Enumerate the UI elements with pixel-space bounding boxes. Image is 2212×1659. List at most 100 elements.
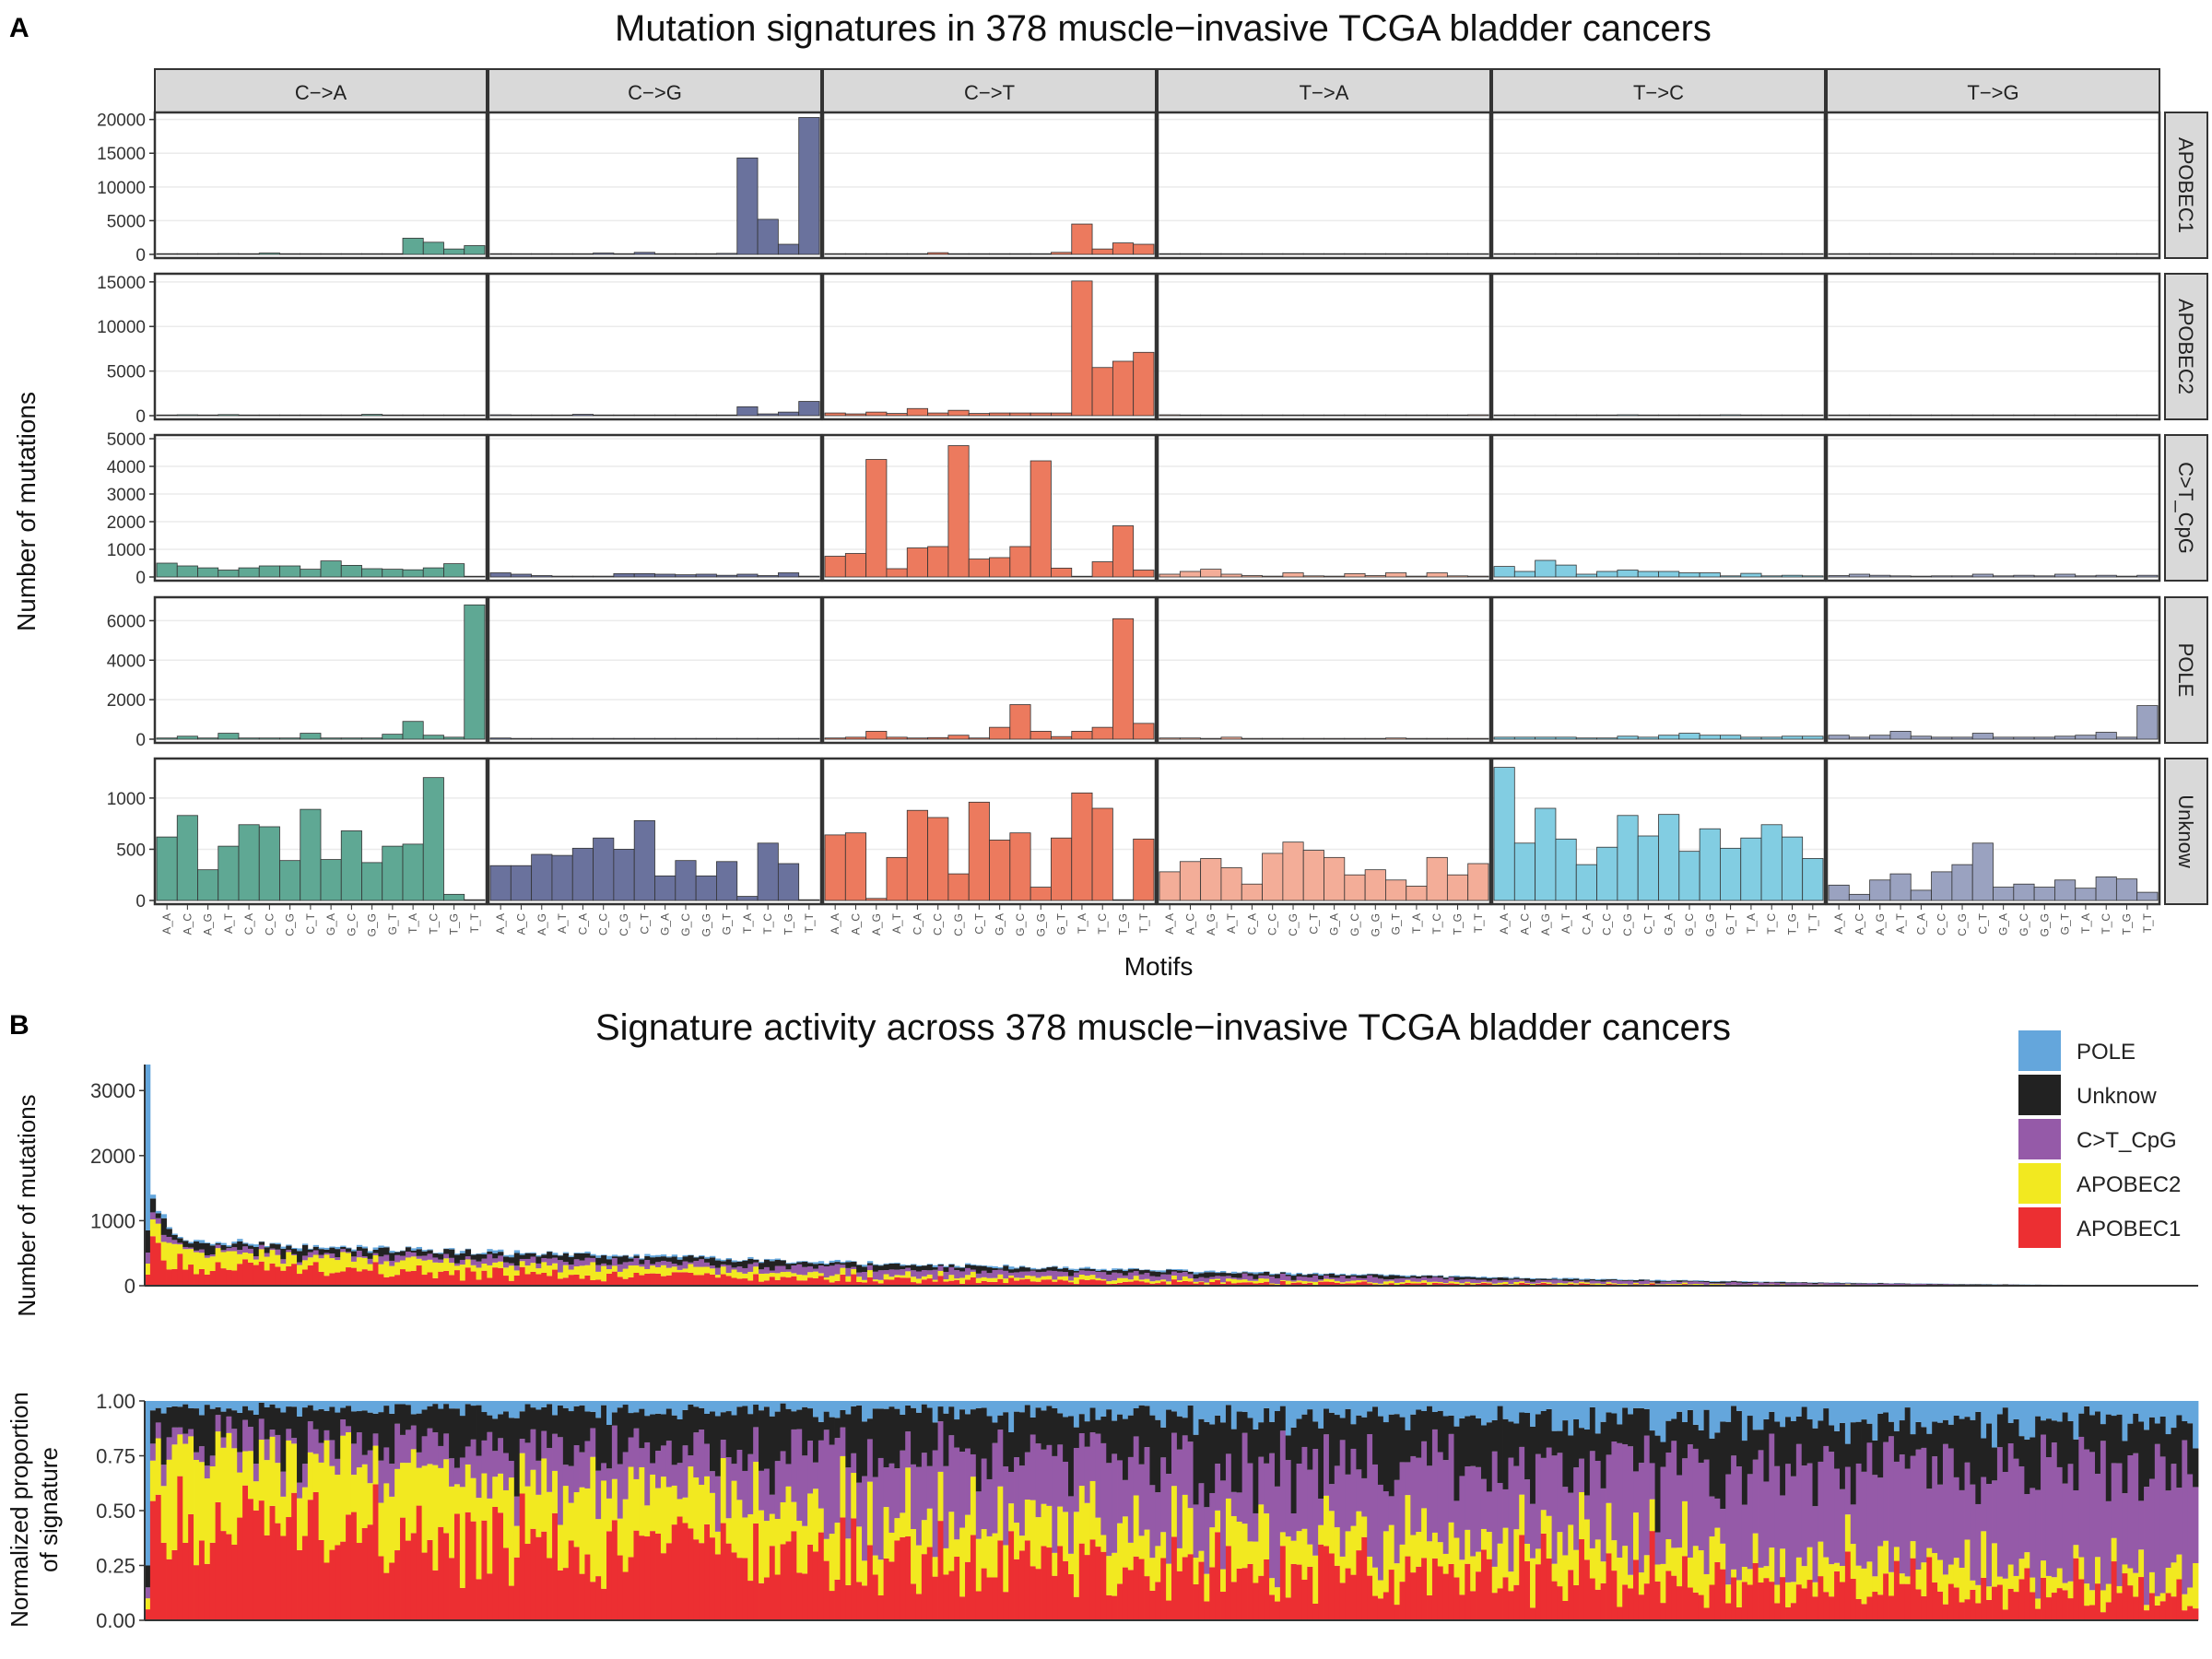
normalized-bar-segment (1628, 1588, 1634, 1620)
stacked-bar-segment (1823, 1282, 1830, 1284)
normalized-bar-segment (1975, 1603, 1982, 1620)
stacked-bar-segment (182, 1246, 189, 1250)
stacked-bar-segment (498, 1267, 504, 1286)
stacked-bar-segment (1198, 1272, 1205, 1274)
stacked-bar-segment (1307, 1281, 1313, 1283)
normalized-bar-segment (1220, 1480, 1227, 1570)
normalized-bar-segment (1486, 1532, 1493, 1559)
facet-background (155, 435, 487, 581)
stacked-bar-segment (1215, 1278, 1221, 1281)
normalized-bar-segment (1198, 1561, 1205, 1620)
normalized-bar-segment (1508, 1421, 1514, 1458)
normalized-bar-segment (1671, 1575, 1677, 1620)
normalized-bar-segment (1008, 1471, 1015, 1504)
normalized-bar-segment (590, 1401, 596, 1412)
normalized-bar-segment (954, 1419, 960, 1448)
stacked-bar-segment (954, 1265, 960, 1268)
normalized-bar-segment (975, 1407, 982, 1492)
y-tick-label: 0 (135, 407, 146, 427)
normalized-bar-segment (297, 1498, 303, 1550)
normalized-bar-segment (1193, 1401, 1199, 1435)
normalized-bar-segment (2073, 1545, 2079, 1559)
bar (1699, 828, 1721, 901)
normalized-bar-segment (959, 1527, 966, 1597)
bar (968, 253, 990, 255)
stacked-bar-segment (547, 1276, 553, 1286)
facet-background (1158, 597, 1490, 743)
facet-background (1827, 435, 2159, 581)
stacked-bar-segment (1546, 1282, 1552, 1284)
y-tick-label: 6000 (107, 612, 146, 631)
x-tick-label: C_T (304, 912, 317, 934)
normalized-bar-segment (1204, 1507, 1210, 1574)
stacked-bar-segment (432, 1277, 439, 1286)
stacked-bar-segment (400, 1251, 406, 1256)
stacked-bar-segment (1117, 1273, 1124, 1278)
stacked-bar-segment (1535, 1278, 1542, 1280)
normalized-bar-segment (763, 1401, 771, 1407)
normalized-bar-segment (1975, 1401, 1982, 1412)
normalized-bar-segment (1752, 1459, 1759, 1534)
normalized-bar-segment (307, 1401, 314, 1406)
stacked-bar-segment (1829, 1283, 1835, 1286)
stacked-bar-segment (220, 1268, 227, 1286)
normalized-bar-segment (1785, 1464, 1792, 1583)
bar (1951, 736, 1973, 740)
stacked-bar-segment (693, 1261, 700, 1267)
stacked-bar-segment (688, 1262, 694, 1265)
stacked-bar-segment (1866, 1283, 1873, 1286)
normalized-bar-segment (1377, 1416, 1384, 1485)
bar (1200, 737, 1222, 740)
stacked-bar-segment (194, 1241, 200, 1251)
normalized-bar-segment (688, 1455, 694, 1467)
normalized-bar-segment (1665, 1571, 1672, 1620)
normalized-bar-segment (829, 1401, 835, 1418)
normalized-bar-segment (2013, 1401, 2019, 1419)
stacked-bar-segment (796, 1261, 803, 1263)
normalized-bar-segment (498, 1438, 504, 1474)
normalized-bar-segment (911, 1464, 917, 1529)
normalized-bar-segment (1220, 1422, 1227, 1481)
normalized-bar-segment (823, 1538, 830, 1561)
stacked-bar-segment (829, 1260, 835, 1263)
stacked-bar-segment (552, 1253, 559, 1255)
normalized-bar-segment (2030, 1488, 2036, 1578)
stacked-bar-segment (851, 1266, 857, 1270)
bar (156, 836, 178, 901)
stacked-bar-segment (541, 1262, 547, 1273)
normalized-bar-segment (275, 1463, 281, 1524)
normalized-bar-segment (2165, 1434, 2171, 1491)
normalized-bar-segment (584, 1411, 591, 1441)
stacked-bar-segment (1014, 1280, 1020, 1286)
normalized-bar-segment (954, 1447, 960, 1540)
bar (695, 875, 717, 901)
normalized-bar-segment (601, 1405, 607, 1464)
normalized-bar-segment (1176, 1547, 1183, 1571)
normalized-bar-segment (372, 1401, 379, 1414)
stacked-bar-segment (465, 1256, 472, 1260)
normalized-bar-segment (1812, 1596, 1818, 1620)
bar (1179, 861, 1202, 901)
normalized-bar-segment (247, 1410, 254, 1428)
normalized-bar-segment (1427, 1465, 1433, 1542)
stacked-bar-segment (1519, 1281, 1525, 1283)
stacked-bar-segment (1703, 1282, 1710, 1285)
bar (906, 253, 928, 255)
normalized-bar-segment (1209, 1424, 1216, 1493)
stacked-bar-segment (346, 1247, 352, 1249)
bar (1426, 414, 1448, 417)
normalized-bar-segment (900, 1414, 906, 1451)
stacked-bar-segment (622, 1262, 629, 1269)
bar (1200, 414, 1222, 417)
normalized-bar-segment (872, 1574, 879, 1620)
x-tick-label: G_A (1997, 913, 2010, 935)
normalized-bar-segment (383, 1447, 390, 1484)
stacked-bar-segment (1758, 1281, 1764, 1283)
normalized-bar-segment (671, 1465, 678, 1486)
stacked-bar-segment (264, 1247, 270, 1253)
stacked-bar-segment (943, 1271, 949, 1279)
normalized-bar-segment (1785, 1401, 1792, 1418)
normalized-bar-segment (301, 1464, 309, 1488)
normalized-bar-segment (1872, 1576, 1878, 1593)
stacked-bar-segment (1290, 1281, 1297, 1283)
